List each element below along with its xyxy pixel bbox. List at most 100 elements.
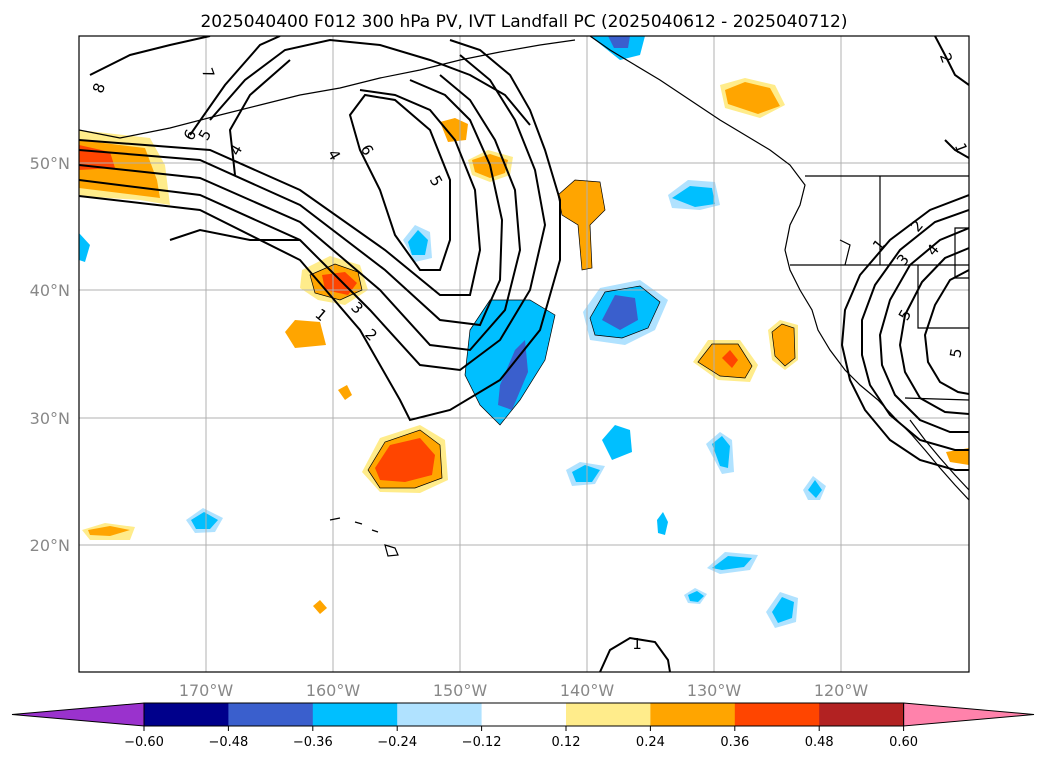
negative-anomaly-region — [808, 480, 822, 498]
anomaly-outline — [771, 323, 796, 367]
state-border — [839, 239, 851, 266]
positive-anomaly-region — [558, 180, 605, 270]
positive-anomaly-region — [725, 82, 780, 114]
colorbar-extend-low — [11, 702, 145, 727]
positive-anomaly-region — [722, 350, 738, 368]
pv-contour — [599, 636, 671, 672]
contour-label: 5 — [946, 347, 965, 360]
positive-anomaly-region — [375, 438, 435, 482]
lon-label: 160°W — [306, 681, 361, 700]
pv-contour — [898, 247, 969, 415]
state-border — [954, 227, 969, 279]
positive-anomaly-region — [285, 320, 326, 348]
positive-anomaly-region — [946, 448, 969, 465]
pv-contour — [209, 38, 531, 126]
negative-anomaly-region — [602, 295, 638, 330]
map-panel: 8 7 6 5 4 1 4 6 5 3 2 1 1 2 3 4 5 5 2 1 — [79, 36, 971, 672]
pv-contours — [79, 36, 969, 672]
pv-contour — [878, 227, 969, 433]
negative-anomaly-region — [572, 465, 600, 482]
colorbar-segment — [397, 703, 483, 726]
pv-contour — [348, 93, 451, 271]
negative-anomaly-region — [79, 233, 90, 262]
negative-anomaly-region — [672, 186, 715, 207]
negative-anomaly-region — [688, 591, 704, 602]
negative-anomaly-region — [408, 230, 428, 255]
lat-label: 40°N — [30, 281, 70, 300]
colorbar-tick-label: −0.36 — [293, 735, 333, 750]
colorbar-segment — [819, 703, 905, 726]
colorbar-segment — [228, 703, 314, 726]
anomaly-outlines — [309, 179, 796, 489]
pv-contour — [79, 89, 482, 296]
lon-label: 170°W — [179, 681, 234, 700]
pv-contour — [923, 269, 969, 395]
positive-anomaly-region — [313, 600, 327, 614]
hawaii-islands — [329, 517, 399, 557]
colorbar-segment — [481, 703, 567, 726]
colorbar-tick-label: 0.60 — [889, 735, 918, 750]
colorbar-tick-label: 0.36 — [720, 735, 749, 750]
pv-contour — [79, 74, 522, 352]
map-frame — [78, 35, 970, 673]
anomaly-outline — [309, 263, 363, 301]
negative-anomaly-region — [772, 597, 794, 623]
state-border — [917, 265, 969, 329]
colorbar-tick-label: 0.24 — [636, 735, 665, 750]
colorbar: −0.60 −0.48 −0.36 −0.24 −0.12 0.12 0.24 0.36 0.4… — [11, 702, 1035, 750]
coastlines — [79, 36, 969, 557]
pv-contour — [79, 39, 561, 422]
colorbar-tick-label: −0.48 — [208, 735, 248, 750]
anomaly-outline — [557, 179, 606, 271]
colorbar-segment — [566, 703, 651, 726]
colorbar-segment — [144, 703, 229, 726]
lat-label: 20°N — [30, 536, 70, 555]
anomaly-outline — [697, 343, 753, 379]
pv-contour — [169, 228, 300, 241]
lon-label: 150°W — [433, 681, 488, 700]
pv-contour — [189, 36, 281, 136]
pv-contour — [944, 139, 969, 159]
contour-label: 1 — [632, 635, 642, 653]
colorbar-segment — [734, 703, 820, 726]
lon-label: 130°W — [687, 681, 742, 700]
figure-title: 2025040400 F012 300 hPa PV, IVT Landfall… — [200, 12, 847, 32]
alaska-coastline — [79, 39, 576, 139]
colorbar-tick-label: 0.12 — [552, 735, 581, 750]
colorbar-tick-label: 0.48 — [805, 735, 834, 750]
colorbar-segment — [650, 703, 736, 726]
anomaly-outline — [367, 429, 443, 489]
lon-label: 140°W — [560, 681, 615, 700]
colorbar-tick-label: −0.60 — [124, 735, 164, 750]
colorbar-extend-high — [903, 702, 1035, 727]
positive-anomaly-region — [440, 118, 468, 142]
mexico-border — [904, 397, 969, 401]
negative-anomaly-region — [657, 512, 668, 535]
baja-coastline — [909, 419, 969, 491]
positive-anomaly-region — [88, 526, 130, 536]
anomaly-outline — [464, 299, 556, 426]
negative-anomaly-region — [608, 36, 630, 48]
lat-label: 50°N — [30, 154, 70, 173]
colorbar-segment — [312, 703, 398, 726]
colorbar-tick-label: −0.12 — [462, 735, 502, 750]
anomaly-outline — [589, 285, 661, 339]
lat-label: 30°N — [30, 409, 70, 428]
lon-label: 120°W — [814, 681, 869, 700]
positive-anomaly-region — [772, 324, 795, 366]
pv-contour — [861, 209, 969, 451]
colorbar-frame — [143, 702, 905, 727]
pv-contour — [840, 194, 969, 471]
contour-label: 1 — [951, 140, 971, 155]
pv-contour — [79, 79, 504, 327]
pv-contour — [89, 36, 211, 76]
gridlines — [79, 36, 969, 672]
negative-anomaly-region — [712, 556, 752, 570]
pv-contour — [228, 59, 291, 176]
negative-anomaly-region — [191, 512, 218, 529]
negative-anomaly-region — [712, 436, 730, 468]
shaded-fields — [79, 36, 969, 628]
negative-anomaly-region — [498, 340, 528, 410]
colorbar-tick-label: −0.24 — [377, 735, 417, 750]
